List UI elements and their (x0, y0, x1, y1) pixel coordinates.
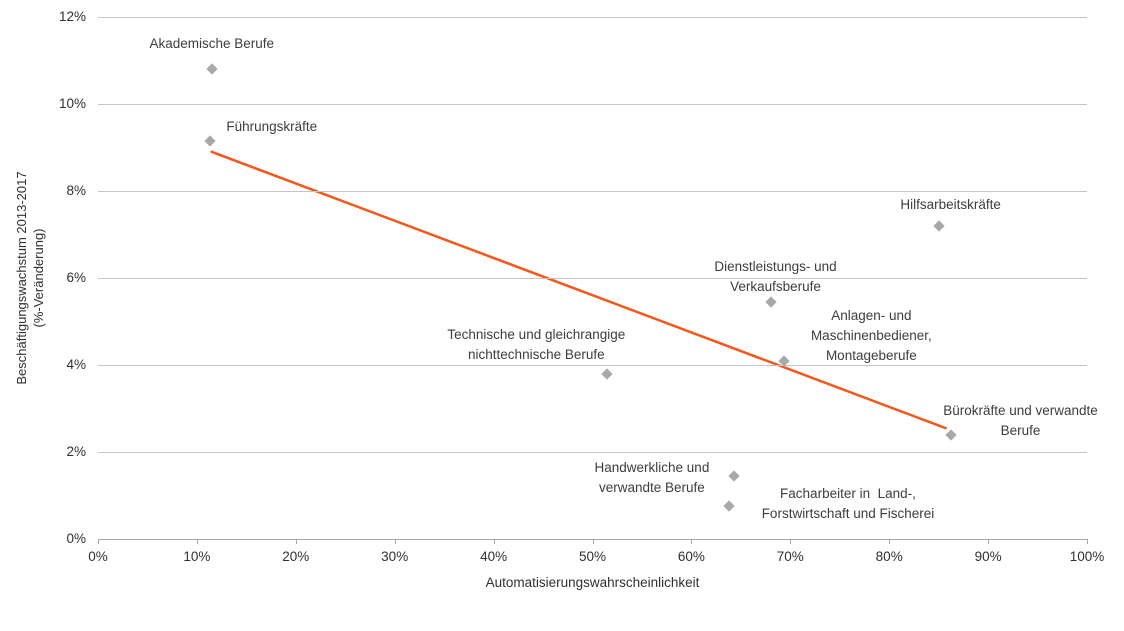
x-tick-label: 30% (381, 549, 409, 564)
y-tick-label: 10% (58, 96, 86, 111)
data-point-label: Handwerkliche und verwandte Berufe (595, 458, 710, 498)
data-point-label: Akademische Berufe (149, 34, 274, 54)
y-tick-label: 4% (66, 357, 86, 372)
x-tick-label: 0% (88, 549, 108, 564)
data-point-label-line: Führungskräfte (226, 118, 318, 134)
gridline (98, 17, 1087, 18)
x-tick-label: 90% (974, 549, 1002, 564)
y-tick-label: 2% (66, 444, 86, 459)
data-point-label-line: Maschinenbediener, (810, 327, 932, 343)
y-tick-label: 8% (66, 183, 86, 198)
data-point-label-line: Technische und gleichrangige (447, 326, 626, 342)
x-tick-mark (790, 539, 792, 544)
y-tick-label: 12% (58, 9, 86, 24)
data-point-label-line: Forstwirtschaft und Fischerei (761, 506, 935, 522)
data-point-label: Technische und gleichrangige nichttechnis… (447, 325, 625, 365)
y-tick-label: 0% (66, 531, 86, 546)
data-point-label-line: Handwerkliche und (594, 459, 710, 475)
x-tick-mark (196, 539, 198, 544)
data-point-label-line: Akademische Berufe (149, 36, 275, 52)
data-point-label-line: Hilfsarbeitskräfte (900, 196, 1001, 212)
x-tick-label: 80% (875, 549, 903, 564)
data-point-label: Bürokräfte und verwandte Berufe (943, 401, 1098, 441)
x-tick-label: 40% (480, 549, 508, 564)
x-tick-mark (394, 539, 396, 544)
x-tick-label: 60% (677, 549, 705, 564)
data-point-label-line: nichttechnische Berufe (468, 346, 605, 362)
data-point-label: Führungskräfte (226, 117, 317, 137)
gridline (98, 191, 1087, 192)
x-tick-label: 20% (282, 549, 310, 564)
x-tick-mark (1087, 539, 1088, 544)
x-tick-mark (295, 539, 297, 544)
gridline (98, 365, 1087, 366)
data-point-label-line: Verkaufsberufe (730, 278, 821, 294)
data-point-label-line: Montageberufe (825, 347, 917, 363)
data-point-label: Hilfsarbeitskräfte (900, 195, 1001, 215)
x-tick-label: 50% (578, 549, 607, 564)
x-tick-mark (889, 539, 891, 544)
data-point-label-line: Facharbeiter in Land-, (780, 486, 916, 502)
data-point-label: Facharbeiter in Land-, Forstwirtschaft un… (762, 484, 935, 524)
x-axis-title: Automatisierungswahrscheinlichkeit (485, 575, 700, 590)
x-tick-mark (98, 539, 99, 544)
data-point-label-line: Dienstleistungs- und (714, 258, 837, 274)
y-tick-label: 6% (66, 270, 86, 285)
x-tick-mark (592, 539, 594, 544)
data-point-label-line: Bürokräfte und verwandte (943, 402, 1098, 418)
data-point-label-line: verwandte Berufe (599, 479, 705, 495)
gridline (98, 452, 1087, 453)
x-tick-label: 70% (776, 549, 804, 564)
x-tick-mark (691, 539, 693, 544)
x-tick-mark (988, 539, 990, 544)
x-tick-mark (493, 539, 495, 544)
x-tick-label: 10% (183, 549, 211, 564)
data-point-label-line: Anlagen- und (831, 307, 912, 323)
data-point-label: Anlagen- und Maschinenbediener, Montageber… (811, 306, 932, 366)
data-point-label: Dienstleistungs- und Verkaufsberufe (714, 257, 836, 297)
gridline (98, 278, 1087, 279)
gridline (98, 104, 1087, 105)
data-point-label-line: Berufe (1000, 422, 1041, 438)
trendline (210, 150, 947, 430)
x-tick-label: 100% (1069, 549, 1105, 564)
